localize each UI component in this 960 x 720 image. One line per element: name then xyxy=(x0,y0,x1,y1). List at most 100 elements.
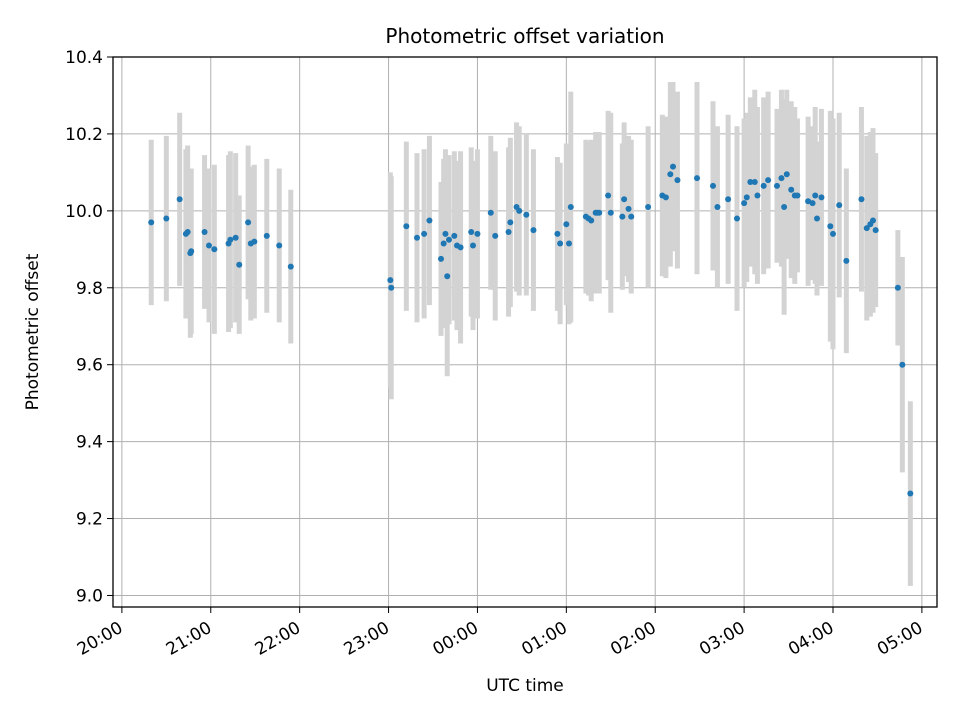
data-point xyxy=(836,202,843,209)
data-point xyxy=(714,204,721,210)
data-point xyxy=(474,230,481,237)
data-point xyxy=(211,246,218,253)
data-point xyxy=(201,229,208,235)
data-point xyxy=(843,257,850,264)
data-point xyxy=(206,242,212,249)
data-point xyxy=(830,230,836,237)
data-point xyxy=(451,232,458,239)
data-point xyxy=(670,163,676,170)
data-point xyxy=(863,225,870,232)
data-point xyxy=(596,209,603,216)
y-axis-label: Photometric offset xyxy=(23,253,43,410)
data-point xyxy=(605,192,612,199)
data-point xyxy=(625,205,632,212)
data-point xyxy=(414,234,420,241)
y-tick-label: 9.0 xyxy=(76,586,103,606)
data-point xyxy=(781,204,788,210)
data-point xyxy=(287,263,294,270)
y-tick-label: 9.4 xyxy=(76,433,103,453)
data-point xyxy=(148,219,155,226)
data-point xyxy=(645,204,652,210)
data-point xyxy=(907,490,914,497)
data-point xyxy=(765,177,772,184)
data-point xyxy=(530,227,537,234)
data-point xyxy=(557,240,564,247)
data-point xyxy=(554,230,561,237)
data-point xyxy=(619,213,626,220)
data-point xyxy=(444,273,451,280)
data-point xyxy=(812,192,819,199)
data-point xyxy=(387,277,394,284)
data-point xyxy=(628,213,635,220)
data-point xyxy=(872,227,879,234)
data-point xyxy=(492,232,499,239)
data-point xyxy=(507,219,514,226)
y-tick-label: 10.4 xyxy=(65,48,103,68)
data-point xyxy=(858,196,865,203)
data-point xyxy=(184,229,191,235)
data-point xyxy=(751,179,758,185)
data-point xyxy=(566,240,572,247)
data-point xyxy=(774,182,780,189)
data-point xyxy=(457,244,464,251)
x-axis-label: UTC time xyxy=(486,676,564,696)
data-point xyxy=(870,217,876,224)
data-point xyxy=(667,171,674,178)
data-point xyxy=(894,284,901,291)
data-point xyxy=(783,171,790,178)
y-tick-label: 10.2 xyxy=(65,125,103,145)
data-point xyxy=(438,255,444,262)
data-point xyxy=(899,361,906,368)
data-point xyxy=(563,221,570,228)
data-point xyxy=(523,211,530,218)
data-point xyxy=(421,230,428,237)
data-point xyxy=(814,215,820,222)
data-point xyxy=(470,242,476,249)
data-point xyxy=(734,215,740,222)
data-point xyxy=(662,194,669,201)
data-point xyxy=(388,284,395,291)
data-point xyxy=(505,229,512,235)
data-point xyxy=(440,240,447,247)
data-point xyxy=(188,248,195,255)
data-point xyxy=(232,234,239,241)
data-point xyxy=(446,236,452,243)
data-point xyxy=(778,175,785,182)
data-point xyxy=(442,230,449,237)
data-point xyxy=(607,209,614,216)
data-point xyxy=(227,236,234,243)
data-point xyxy=(747,179,754,185)
data-point xyxy=(468,229,475,235)
data-point xyxy=(567,204,574,210)
y-tick-label: 9.8 xyxy=(76,279,103,299)
data-point xyxy=(263,232,270,239)
data-point xyxy=(276,242,283,249)
plot-frame xyxy=(112,56,938,608)
data-point xyxy=(788,186,795,193)
data-point xyxy=(827,223,834,230)
data-point xyxy=(710,182,716,189)
data-point xyxy=(516,207,523,214)
data-point xyxy=(245,219,252,226)
data-points xyxy=(148,163,914,497)
data-point xyxy=(741,200,748,207)
data-point xyxy=(794,192,801,199)
y-tick-label: 9.2 xyxy=(76,510,103,530)
data-point xyxy=(674,177,681,184)
data-point xyxy=(621,196,628,203)
data-point xyxy=(487,209,494,216)
y-tick-label: 10.0 xyxy=(65,202,103,222)
data-point xyxy=(743,194,750,201)
data-point xyxy=(236,261,243,268)
data-point xyxy=(251,238,258,245)
data-point xyxy=(818,194,825,201)
data-point xyxy=(163,215,170,222)
chart-title: Photometric offset variation xyxy=(385,24,664,48)
data-point xyxy=(403,223,410,230)
data-point xyxy=(725,196,732,203)
y-axis-ticks: 9.0 9.2 9.4 9.6 9.8 10.0 10.2 10.4 xyxy=(65,48,113,606)
data-point xyxy=(754,192,761,199)
data-point xyxy=(426,217,433,224)
